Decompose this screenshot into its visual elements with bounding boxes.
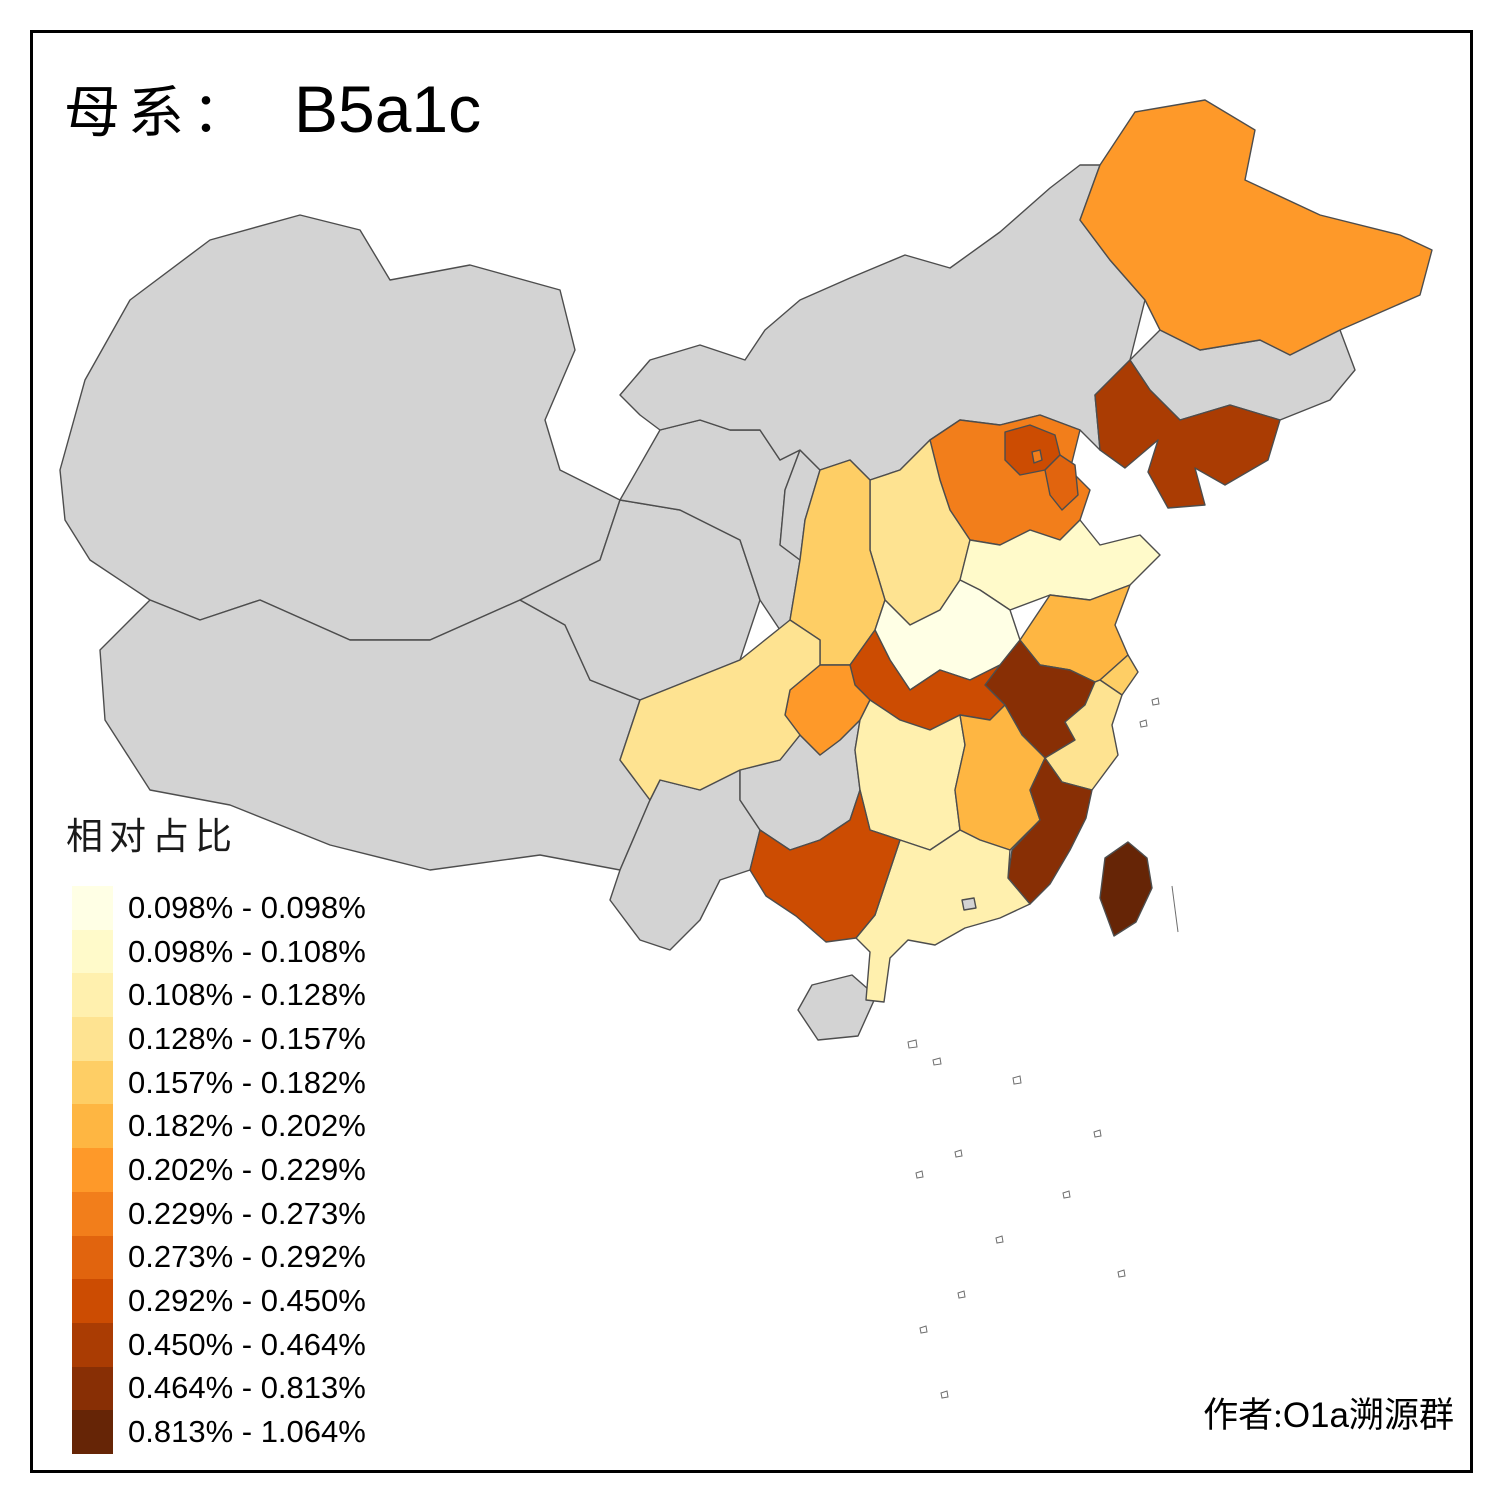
legend-row: 0.128% - 0.157% (72, 1017, 366, 1061)
attribution-prefix: 作者: (1203, 1396, 1283, 1435)
province-liaoning (1094, 359, 1281, 509)
legend-swatch (72, 1060, 113, 1105)
legend-swatch (72, 1017, 113, 1061)
attribution-latin: O1a (1282, 1396, 1349, 1435)
legend-swatch (72, 1366, 113, 1411)
province-hainan (797, 974, 877, 1041)
legend-swatch (72, 1104, 113, 1149)
legend-swatch (72, 1191, 113, 1236)
legend-row: 0.182% - 0.202% (72, 1104, 366, 1149)
legend-row: 0.464% - 0.813% (72, 1366, 366, 1411)
legend-label: 0.098% - 0.098% (128, 889, 366, 925)
legend-row: 0.108% - 0.128% (72, 973, 366, 1018)
legend-swatch (72, 1279, 113, 1323)
province-tianjin (1044, 454, 1079, 511)
province-zhejiang (1044, 679, 1123, 791)
province-fujian (1007, 757, 1093, 905)
legend-row: 0.098% - 0.108% (72, 929, 366, 974)
legend-label: 0.464% - 0.813% (128, 1370, 366, 1406)
legend-row: 0.813% - 1.064% (72, 1410, 366, 1454)
attribution-suffix: 溯源群 (1348, 1396, 1454, 1435)
title-prefix: 母系： (64, 83, 256, 145)
province-hebei-exclave (1031, 449, 1043, 464)
legend-swatch (72, 886, 113, 930)
legend-label: 0.202% - 0.229% (128, 1151, 366, 1187)
plot-border-frame (30, 30, 1473, 1473)
legend-label: 0.450% - 0.464% (128, 1326, 366, 1362)
legend-rows: 0.098% - 0.098% 0.098% - 0.108% 0.108% - 0… (72, 886, 366, 1454)
legend-row: 0.450% - 0.464% (72, 1322, 366, 1367)
legend-row: 0.202% - 0.229% (72, 1148, 366, 1192)
page-title: 母系： B5a1c (64, 68, 481, 149)
province-heilongjiang (1079, 99, 1433, 356)
legend-title: 相对占比 (66, 817, 238, 858)
legend-label: 0.098% - 0.108% (128, 933, 366, 969)
province-sichuan (619, 619, 821, 801)
title-haplogroup: B5a1c (294, 72, 482, 146)
attribution: 作者:O1a溯源群 (1203, 1387, 1454, 1438)
legend-swatch (72, 1410, 113, 1454)
legend-swatch (72, 1322, 113, 1367)
province-guangxi (749, 789, 901, 943)
province-qinghai (519, 499, 761, 701)
legend-label: 0.273% - 0.292% (128, 1239, 366, 1275)
legend-label: 0.108% - 0.128% (128, 977, 366, 1013)
legend: 相对占比 0.098% - 0.098% 0.098% - 0.108% 0.108… (66, 806, 366, 1454)
legend-label: 0.128% - 0.157% (128, 1020, 366, 1056)
legend-row: 0.098% - 0.098% (72, 886, 366, 930)
province-guangdong (855, 829, 1031, 1003)
legend-label: 0.182% - 0.202% (128, 1108, 366, 1144)
legend-label: 0.813% - 1.064% (128, 1414, 366, 1450)
legend-row: 0.229% - 0.273% (72, 1191, 366, 1236)
legend-swatch (72, 1148, 113, 1192)
legend-label: 0.157% - 0.182% (128, 1064, 366, 1100)
province-hongkong (961, 897, 977, 911)
legend-label: 0.292% - 0.450% (128, 1283, 366, 1319)
legend-swatch (72, 1235, 113, 1280)
province-taiwan (1099, 841, 1153, 937)
legend-swatch (72, 929, 113, 974)
legend-row: 0.292% - 0.450% (72, 1279, 366, 1323)
legend-row: 0.273% - 0.292% (72, 1235, 366, 1280)
legend-row: 0.157% - 0.182% (72, 1060, 366, 1105)
legend-label: 0.229% - 0.273% (128, 1195, 366, 1231)
south-china-sea-islands (907, 697, 1179, 1399)
legend-swatch (72, 973, 113, 1018)
